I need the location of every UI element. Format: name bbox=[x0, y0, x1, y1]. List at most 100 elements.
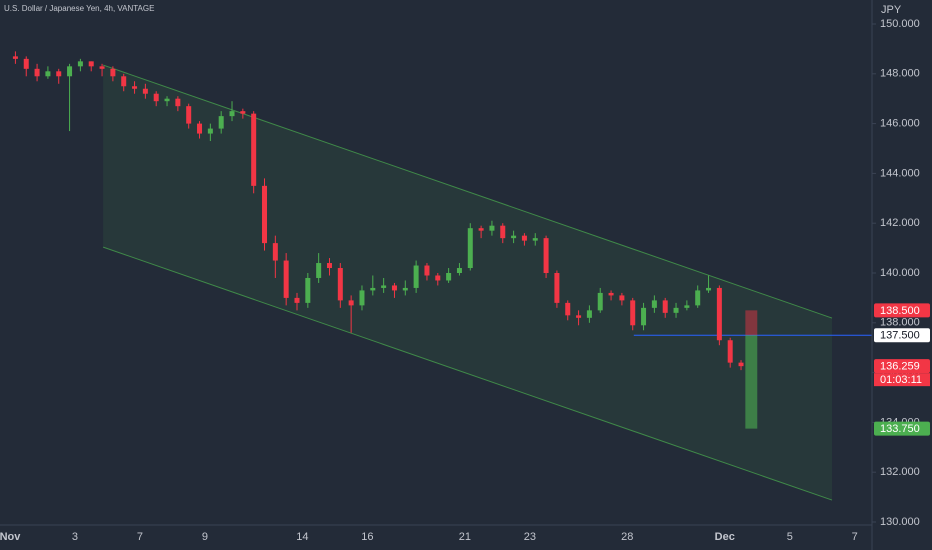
candle-body bbox=[337, 268, 343, 301]
y-tick-label: 132.000 bbox=[880, 466, 920, 478]
x-tick-label: Dec bbox=[715, 531, 735, 543]
candle-body bbox=[478, 228, 484, 231]
candle-body bbox=[402, 287, 408, 291]
candle-body bbox=[77, 61, 83, 67]
x-tick-label: 9 bbox=[202, 531, 208, 543]
candle-body bbox=[738, 362, 744, 367]
candle-body bbox=[619, 295, 625, 301]
candle-body bbox=[316, 263, 322, 278]
candle-body bbox=[576, 315, 582, 318]
candle-body bbox=[88, 61, 94, 67]
candle-body bbox=[500, 225, 506, 239]
candle-body bbox=[706, 287, 712, 291]
candle-body bbox=[34, 68, 40, 77]
candle-body bbox=[175, 98, 181, 107]
candle-body bbox=[197, 123, 203, 134]
candle-body bbox=[110, 68, 116, 77]
channel-line bbox=[102, 64, 833, 319]
candle-body bbox=[662, 300, 668, 313]
candle-body bbox=[489, 225, 495, 231]
candle-body bbox=[45, 71, 51, 77]
candle-body bbox=[651, 300, 657, 308]
candle-body bbox=[727, 340, 733, 363]
x-tick-label: 16 bbox=[361, 531, 373, 543]
candle-body bbox=[435, 275, 441, 281]
y-tick-label: 148.000 bbox=[880, 68, 920, 80]
candle-body bbox=[207, 128, 213, 134]
channel-line bbox=[102, 246, 833, 501]
candle-body bbox=[12, 56, 18, 59]
axis-unit: JPY bbox=[881, 4, 902, 16]
chart-title: U.S. Dollar / Japanese Yen, 4h, VANTAGE bbox=[4, 4, 154, 13]
candle-body bbox=[413, 265, 419, 288]
position-target bbox=[745, 335, 758, 429]
y-tick-label: 138.000 bbox=[880, 317, 920, 329]
position-stop bbox=[745, 310, 758, 336]
price-tag bbox=[874, 328, 930, 343]
y-tick-label: 140.000 bbox=[880, 267, 920, 279]
candle-body bbox=[132, 86, 138, 89]
candle-body bbox=[532, 238, 538, 241]
candle-body bbox=[283, 260, 289, 298]
candle-body bbox=[381, 285, 387, 288]
candle-body bbox=[229, 111, 235, 117]
candle-body bbox=[99, 66, 105, 69]
candle-body bbox=[543, 238, 549, 273]
y-tick-label: 146.000 bbox=[880, 118, 920, 130]
candle-body bbox=[391, 285, 397, 291]
price-tag bbox=[874, 359, 930, 374]
candle-body bbox=[511, 235, 517, 239]
candle-body bbox=[359, 290, 365, 306]
candle-body bbox=[142, 88, 148, 94]
x-tick-label: 7 bbox=[852, 531, 858, 543]
y-tick-label: 142.000 bbox=[880, 217, 920, 229]
candle-body bbox=[348, 300, 354, 306]
plot bbox=[12, 51, 872, 501]
candle-body bbox=[456, 268, 462, 273]
candle-body bbox=[240, 111, 246, 114]
candle-body bbox=[695, 290, 701, 306]
x-tick-label: 23 bbox=[524, 531, 536, 543]
y-tick-label: 144.000 bbox=[880, 167, 920, 179]
candle-body bbox=[251, 113, 257, 186]
x-tick-label: 7 bbox=[137, 531, 143, 543]
candle-body bbox=[305, 277, 311, 303]
price-tag-label: 138.500 bbox=[880, 305, 920, 317]
x-tick-label: 28 bbox=[621, 531, 633, 543]
candle-body bbox=[272, 243, 278, 261]
countdown-tag bbox=[874, 373, 930, 387]
candle-body bbox=[641, 307, 647, 326]
candle-body bbox=[186, 106, 192, 124]
candle-body bbox=[23, 58, 29, 69]
candle-body bbox=[370, 287, 376, 291]
candle-body bbox=[164, 98, 170, 102]
candle-body bbox=[565, 302, 571, 316]
candle-body bbox=[684, 305, 690, 308]
candle-body bbox=[446, 273, 452, 281]
candle-body bbox=[424, 265, 430, 276]
x-tick-label: 3 bbox=[72, 531, 78, 543]
candle-body bbox=[294, 297, 300, 303]
candle-body bbox=[56, 71, 62, 77]
candle-body bbox=[218, 116, 224, 129]
candle-body bbox=[153, 93, 159, 102]
x-tick-label: 14 bbox=[296, 531, 308, 543]
candle-body bbox=[597, 292, 603, 311]
candle-body bbox=[554, 273, 560, 303]
y-tick-label: 130.000 bbox=[880, 516, 920, 528]
price-tag-label: 137.500 bbox=[880, 330, 920, 342]
candle-body bbox=[262, 185, 268, 244]
x-tick-label: 5 bbox=[787, 531, 793, 543]
candle-body bbox=[673, 307, 679, 313]
candle-body bbox=[630, 300, 636, 326]
y-tick-label: 150.000 bbox=[880, 18, 920, 30]
candle-body bbox=[326, 263, 332, 269]
price-tag-label: 136.259 bbox=[880, 361, 920, 373]
x-tick-label: 21 bbox=[459, 531, 471, 543]
candle-body bbox=[67, 66, 73, 77]
price-tag-label: 133.750 bbox=[880, 423, 920, 435]
price-tag bbox=[874, 421, 930, 436]
